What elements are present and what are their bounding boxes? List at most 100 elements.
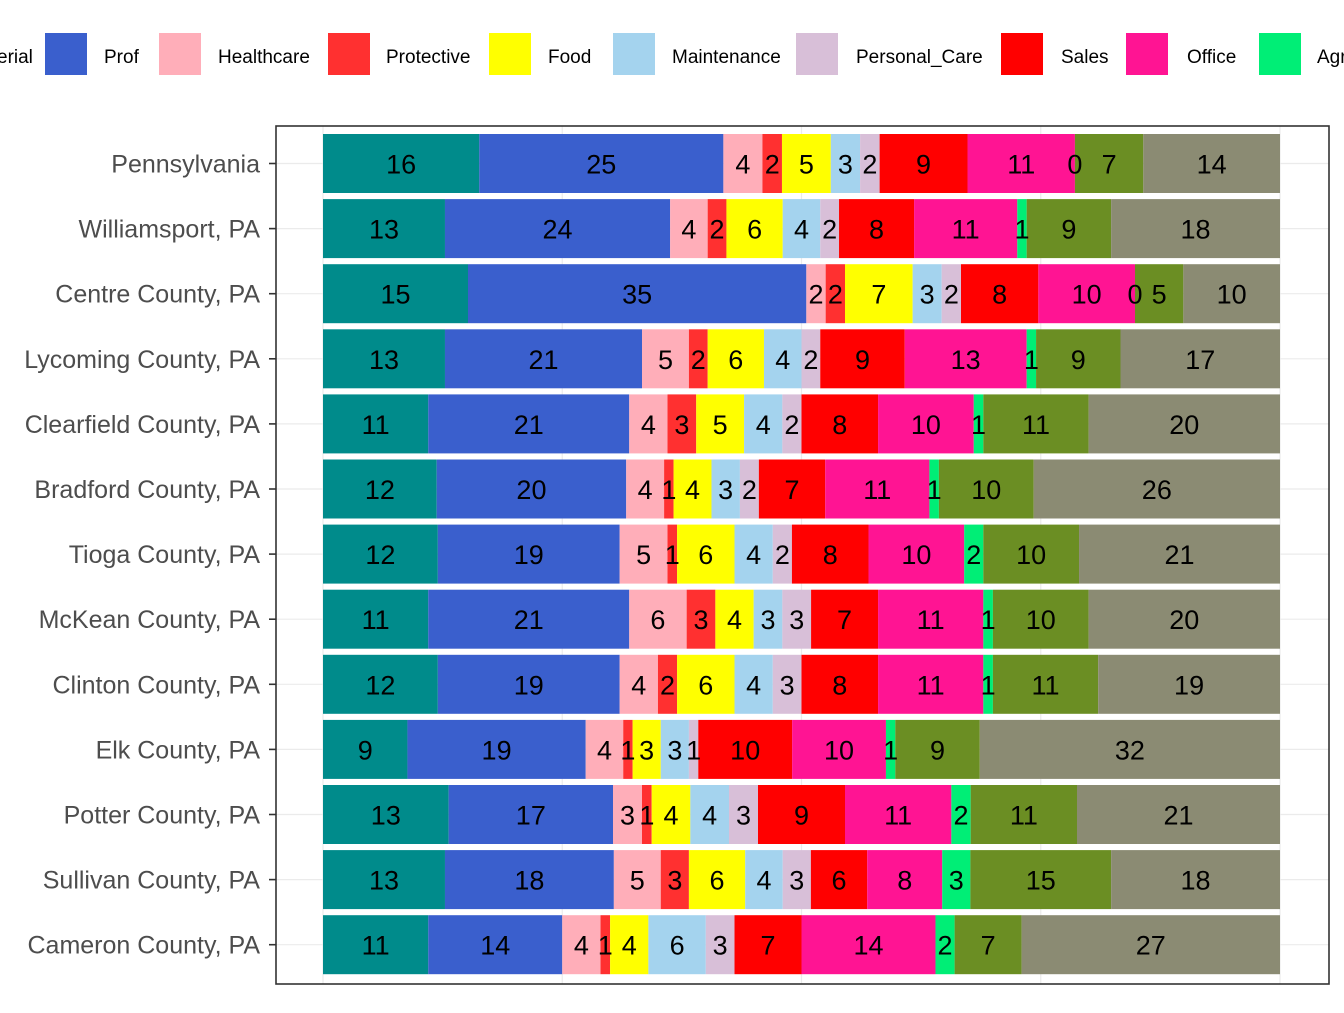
data-label: 25 xyxy=(586,150,616,180)
data-label: 14 xyxy=(480,931,510,961)
bar-segment-sales xyxy=(758,785,845,844)
data-label: 4 xyxy=(794,215,809,245)
legend-label: Prof xyxy=(104,47,140,68)
y-axis: Pennsylvania Williamsport, PA Centre Count… xyxy=(24,151,276,960)
bar-segment-managerial xyxy=(323,524,438,584)
bar-segment-food xyxy=(781,134,831,193)
bar-segment-protective xyxy=(686,589,716,649)
data-label: 32 xyxy=(1115,735,1145,765)
data-label: 11 xyxy=(952,215,980,245)
bar-segment-managerial xyxy=(323,329,445,389)
data-label: 5 xyxy=(799,150,814,180)
data-label: 8 xyxy=(832,410,847,440)
legend-key-food xyxy=(489,33,531,75)
legend-label: Maintenance xyxy=(672,47,781,68)
data-label: 5 xyxy=(630,866,645,896)
bar-segment-construction xyxy=(983,524,1080,584)
bar-segment-agr xyxy=(1017,199,1027,259)
bar-segment-healthcare xyxy=(806,264,826,324)
data-label: 3 xyxy=(713,931,728,961)
bar-segment-office xyxy=(904,329,1027,389)
data-label: 8 xyxy=(832,670,847,700)
y-tick-label: Tioga County, PA xyxy=(69,541,261,569)
data-label: 14 xyxy=(853,931,883,961)
bar-segment-office xyxy=(914,199,1018,259)
bar-segment-office xyxy=(792,719,886,779)
data-label: 19 xyxy=(1174,670,1204,700)
data-label: 4 xyxy=(685,475,700,505)
bar-segment-agr xyxy=(885,719,896,779)
bar-segment-prof xyxy=(468,264,807,324)
data-label: 13 xyxy=(371,801,401,831)
data-label: 2 xyxy=(944,280,959,310)
legend-label: Protective xyxy=(386,47,470,68)
bar-segment-healthcare xyxy=(629,394,668,454)
bar-segment-other xyxy=(1077,785,1280,844)
data-label: 6 xyxy=(832,866,847,896)
bar-segment-agr xyxy=(983,654,993,714)
bar-segment-agr xyxy=(929,459,939,519)
data-label: 3 xyxy=(639,735,654,765)
data-label: 2 xyxy=(660,670,675,700)
data-label: 3 xyxy=(693,605,708,635)
bar-segment-healthcare xyxy=(619,654,658,714)
data-label: 3 xyxy=(620,801,635,831)
bar-segment-office xyxy=(967,134,1075,193)
bar-segment-prof xyxy=(448,785,613,844)
y-tick-label: Elk County, PA xyxy=(96,736,261,764)
data-label: 19 xyxy=(482,735,512,765)
data-label: 21 xyxy=(1163,801,1193,831)
bar-segment-managerial xyxy=(323,589,429,649)
bar-segment-managerial xyxy=(323,264,468,324)
bar-segment-managerial xyxy=(323,850,445,910)
data-label: 11 xyxy=(1022,410,1050,440)
bar-segment-other xyxy=(1088,589,1280,649)
data-label: 10 xyxy=(1016,540,1046,570)
data-label: 3 xyxy=(718,475,733,505)
bar-segment-other xyxy=(1021,915,1280,975)
data-label: 15 xyxy=(380,280,410,310)
bar-segment-maintenance xyxy=(753,589,783,649)
data-label: 17 xyxy=(1185,345,1215,375)
data-label: 3 xyxy=(667,735,682,765)
data-label: 3 xyxy=(780,670,795,700)
bar-segment-maintenance xyxy=(912,264,942,324)
data-label: 3 xyxy=(789,605,804,635)
bar-segment-agr xyxy=(951,785,971,844)
data-label: 1 xyxy=(620,735,635,765)
bar-segment-personal-care xyxy=(739,459,759,519)
bar-segment-prof xyxy=(428,915,563,975)
bar-segment-personal-care xyxy=(688,719,699,779)
data-label: 8 xyxy=(823,540,838,570)
bar-segment-maintenance xyxy=(734,654,773,714)
data-label: 18 xyxy=(1181,866,1211,896)
data-label: 35 xyxy=(622,280,652,310)
bar-segment-other xyxy=(1079,524,1280,584)
bar-segment-sales xyxy=(879,134,968,193)
bar-segment-maintenance xyxy=(763,329,802,389)
bar-segment-agr xyxy=(973,394,984,454)
data-label: 4 xyxy=(631,670,646,700)
bar-segment-managerial xyxy=(323,459,437,519)
data-label: 14 xyxy=(1197,150,1227,180)
data-label: 24 xyxy=(543,215,573,245)
bar-segment-construction xyxy=(992,654,1099,714)
data-label: 6 xyxy=(698,540,713,570)
legend-key-office xyxy=(1126,33,1168,75)
bar-segment-healthcare xyxy=(626,459,665,519)
data-label: 5 xyxy=(636,540,651,570)
y-tick-label: McKean County, PA xyxy=(39,606,261,634)
data-label: 7 xyxy=(785,475,800,505)
bar-segment-sales xyxy=(801,394,879,454)
bar-segment-protective xyxy=(667,524,678,584)
bar-segment-healthcare xyxy=(619,524,668,584)
bar-segment-construction xyxy=(1036,329,1121,389)
bar-segment-protective xyxy=(762,134,782,193)
data-label: 9 xyxy=(358,735,373,765)
y-tick-label: Bradford County, PA xyxy=(34,476,260,504)
bar-segment-prof xyxy=(479,134,724,193)
bar-segment-sales xyxy=(698,719,793,779)
bar-segment-other xyxy=(1111,850,1280,910)
data-label: 1 xyxy=(639,801,654,831)
